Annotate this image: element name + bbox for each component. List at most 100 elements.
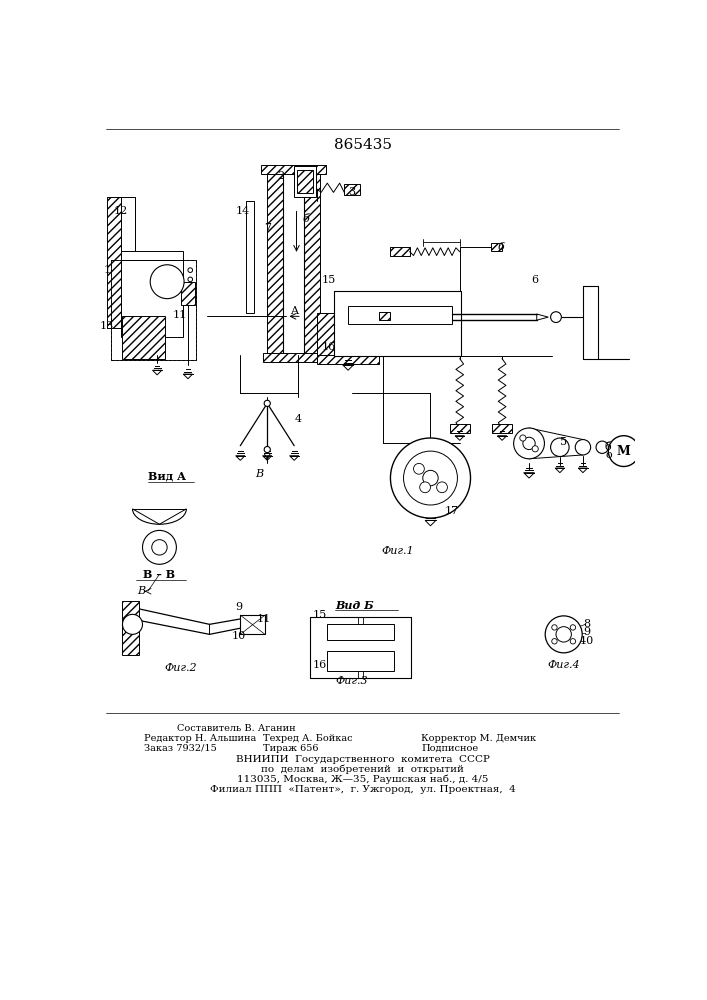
- Text: 11: 11: [173, 310, 187, 320]
- Bar: [310, 617, 411, 678]
- Text: 15: 15: [322, 275, 336, 285]
- Polygon shape: [537, 314, 549, 320]
- Circle shape: [264, 446, 270, 453]
- Text: 6: 6: [532, 275, 539, 285]
- Bar: [122, 316, 165, 359]
- Text: 16: 16: [322, 342, 336, 352]
- Bar: [327, 624, 395, 640]
- Polygon shape: [235, 456, 245, 460]
- Bar: [107, 197, 121, 328]
- Bar: [283, 170, 304, 355]
- Text: о: о: [605, 450, 612, 460]
- Circle shape: [551, 639, 557, 644]
- Circle shape: [152, 540, 167, 555]
- Bar: [348, 306, 452, 324]
- Circle shape: [437, 482, 448, 493]
- Text: 1: 1: [103, 265, 110, 275]
- Circle shape: [390, 438, 471, 518]
- Bar: [247, 201, 254, 312]
- Text: 17: 17: [445, 506, 459, 516]
- Text: 2: 2: [278, 171, 285, 181]
- Bar: [334, 291, 461, 356]
- Bar: [264, 353, 324, 362]
- Circle shape: [596, 441, 608, 453]
- Circle shape: [264, 400, 270, 406]
- Bar: [121, 197, 135, 251]
- Text: В: В: [138, 586, 146, 596]
- Text: Редактор Н. Альшина: Редактор Н. Альшина: [144, 734, 257, 743]
- Text: Подписное: Подписное: [421, 744, 479, 753]
- Polygon shape: [157, 341, 163, 349]
- Text: 8: 8: [583, 619, 590, 629]
- Text: 16: 16: [312, 660, 327, 670]
- Polygon shape: [343, 365, 354, 370]
- Polygon shape: [524, 473, 534, 478]
- Bar: [122, 601, 139, 655]
- Text: 14: 14: [235, 206, 250, 216]
- Circle shape: [188, 268, 192, 272]
- Circle shape: [423, 470, 438, 486]
- Circle shape: [520, 435, 526, 441]
- Text: ВНИИПИ  Государственного  комитета  СССР: ВНИИПИ Государственного комитета СССР: [236, 755, 490, 764]
- Circle shape: [556, 627, 571, 642]
- Bar: [111, 260, 196, 360]
- Text: 9: 9: [235, 602, 243, 612]
- Text: 113035, Москва, Ж—35, Раушская наб., д. 4/5: 113035, Москва, Ж—35, Раушская наб., д. …: [237, 774, 489, 784]
- Polygon shape: [498, 436, 507, 440]
- Text: 7: 7: [264, 223, 271, 233]
- Text: 5: 5: [560, 437, 567, 447]
- Circle shape: [551, 312, 561, 323]
- Circle shape: [551, 438, 569, 456]
- Text: 10: 10: [580, 636, 594, 646]
- Circle shape: [188, 277, 192, 282]
- Polygon shape: [425, 520, 436, 526]
- Text: Тираж 656: Тираж 656: [264, 744, 319, 753]
- Text: 15: 15: [312, 610, 327, 620]
- Text: В: В: [255, 469, 264, 479]
- Text: М: М: [617, 445, 631, 458]
- Circle shape: [608, 436, 639, 466]
- Text: Техред А. Бойкас: Техред А. Бойкас: [264, 734, 353, 743]
- Circle shape: [571, 639, 575, 644]
- Text: б: б: [604, 442, 611, 452]
- Bar: [334, 333, 461, 356]
- Bar: [327, 651, 395, 671]
- Circle shape: [514, 428, 544, 459]
- Circle shape: [414, 463, 424, 474]
- Bar: [344, 184, 360, 195]
- Bar: [450, 424, 469, 433]
- Polygon shape: [290, 456, 299, 460]
- Bar: [294, 166, 316, 197]
- Text: 13: 13: [100, 321, 115, 331]
- Bar: [334, 291, 461, 316]
- Bar: [121, 251, 182, 260]
- Bar: [492, 424, 512, 433]
- Circle shape: [143, 530, 176, 564]
- Text: Фиг.2: Фиг.2: [165, 663, 197, 673]
- Bar: [240, 615, 265, 634]
- Text: Заказ 7932/15: Заказ 7932/15: [144, 744, 217, 753]
- Text: 11: 11: [256, 614, 271, 624]
- Bar: [181, 282, 195, 305]
- Circle shape: [575, 440, 590, 455]
- Circle shape: [551, 625, 557, 630]
- Bar: [121, 260, 182, 337]
- Text: 9: 9: [583, 627, 590, 637]
- Circle shape: [420, 482, 431, 493]
- Text: Составитель В. Аганин: Составитель В. Аганин: [177, 724, 296, 733]
- Text: 6: 6: [498, 242, 505, 252]
- Circle shape: [545, 616, 582, 653]
- Circle shape: [404, 451, 457, 505]
- Polygon shape: [183, 374, 192, 379]
- Polygon shape: [262, 456, 272, 460]
- Polygon shape: [555, 468, 564, 473]
- Bar: [317, 355, 379, 364]
- Bar: [261, 165, 326, 174]
- Text: 12: 12: [114, 206, 128, 216]
- Text: 10: 10: [232, 631, 246, 641]
- Text: 4: 4: [295, 414, 302, 424]
- Text: A: A: [290, 306, 298, 316]
- Text: 3: 3: [349, 187, 356, 197]
- Text: Фиг.4: Фиг.4: [547, 660, 580, 670]
- Bar: [267, 170, 283, 355]
